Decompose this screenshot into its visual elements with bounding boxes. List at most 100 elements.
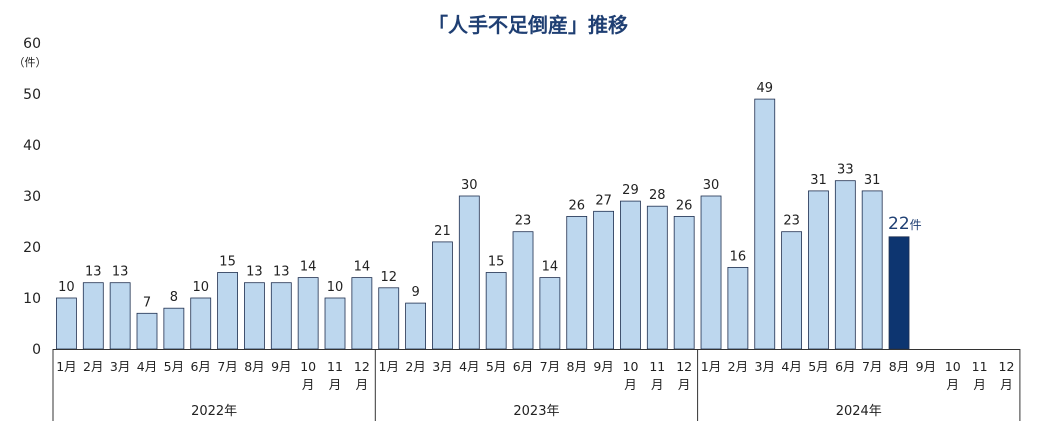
x-tick-label-suffix: 月 xyxy=(624,377,637,392)
x-tick-label: 10 xyxy=(623,359,639,374)
x-tick-label-suffix: 月 xyxy=(1000,377,1013,392)
data-label: 10 xyxy=(327,280,344,295)
data-label: 31 xyxy=(810,173,827,188)
x-tick-label: 4月 xyxy=(137,359,157,374)
x-tick-label-suffix: 月 xyxy=(973,377,986,392)
x-tick-label: 10 xyxy=(300,359,316,374)
y-tick-label: 0 xyxy=(32,342,41,358)
x-tick-label-suffix: 月 xyxy=(329,377,342,392)
x-tick-label: 6月 xyxy=(513,359,533,374)
bar xyxy=(297,277,319,350)
bar xyxy=(727,266,749,350)
data-label: 13 xyxy=(273,265,290,280)
bar xyxy=(163,307,185,350)
data-label: 7 xyxy=(143,295,151,310)
bar xyxy=(109,282,131,350)
bar xyxy=(620,200,641,350)
x-tick-label: 9月 xyxy=(916,359,936,374)
data-label: 30 xyxy=(461,178,478,193)
data-label: 31 xyxy=(864,173,881,188)
x-tick-label: 4月 xyxy=(781,359,801,374)
data-label: 14 xyxy=(354,260,371,275)
data-label: 27 xyxy=(595,193,612,208)
bar xyxy=(190,297,212,350)
bar xyxy=(244,282,265,350)
x-tick-label-suffix: 月 xyxy=(302,377,315,392)
data-label: 33 xyxy=(837,163,854,178)
bar xyxy=(82,282,104,350)
bar xyxy=(432,241,453,350)
x-tick-label: 10 xyxy=(945,359,961,374)
x-tick-label-suffix: 月 xyxy=(651,377,664,392)
data-label: 12 xyxy=(380,270,397,285)
data-label: 23 xyxy=(515,214,532,229)
x-tick-label: 8月 xyxy=(889,359,909,374)
x-tick-label: 7月 xyxy=(540,359,560,374)
data-label: 21 xyxy=(434,224,451,239)
y-tick-label: 20 xyxy=(23,240,41,256)
data-label: 14 xyxy=(542,260,559,275)
x-tick-label: 2月 xyxy=(405,359,425,374)
x-tick-label-suffix: 月 xyxy=(946,377,959,392)
data-label: 23 xyxy=(783,214,800,229)
year-label: 2023年 xyxy=(513,404,559,419)
bar xyxy=(754,98,776,350)
data-label: 13 xyxy=(246,265,263,280)
chart-title: 「人手不足倒産」推移 xyxy=(428,13,628,37)
bar xyxy=(405,302,426,350)
y-tick-label: 10 xyxy=(23,291,41,307)
x-tick-label: 12 xyxy=(354,359,370,374)
bar xyxy=(56,297,77,350)
bar xyxy=(485,272,507,350)
bar xyxy=(378,287,400,350)
bar xyxy=(324,297,346,350)
y-tick-label: 50 xyxy=(23,87,41,103)
bar xyxy=(566,215,588,350)
bar xyxy=(834,180,856,350)
data-label: 13 xyxy=(112,265,129,280)
data-label: 15 xyxy=(488,255,505,270)
x-tick-label: 9月 xyxy=(271,359,291,374)
bar xyxy=(700,195,722,350)
bars: 10 13 13 7 8 10 15 13 13 14 10 14 12 9 21 30 15 23 14 26 27 2… xyxy=(56,81,922,350)
bar xyxy=(673,215,695,350)
bar xyxy=(136,312,158,350)
x-tick-label: 8月 xyxy=(567,359,587,374)
x-tick-label: 3月 xyxy=(110,359,130,374)
bar xyxy=(593,210,614,350)
x-tick-label: 7月 xyxy=(862,359,882,374)
data-label: 49 xyxy=(756,81,773,96)
x-tick-label: 5月 xyxy=(808,359,828,374)
y-tick-label: 60 xyxy=(23,36,41,52)
x-tick-label: 6月 xyxy=(835,359,855,374)
data-label: 16 xyxy=(730,249,747,264)
bar xyxy=(646,205,668,350)
data-label: 14 xyxy=(300,260,317,275)
x-tick-label-suffix: 月 xyxy=(356,377,369,392)
bar xyxy=(270,282,292,350)
bar xyxy=(351,277,373,350)
data-label: 26 xyxy=(568,198,585,213)
x-tick-label: 11 xyxy=(649,359,665,374)
bar xyxy=(539,277,561,350)
bar xyxy=(861,190,883,350)
x-tick-label: 4月 xyxy=(459,359,479,374)
x-tick-label: 12 xyxy=(999,359,1015,374)
data-label: 15 xyxy=(219,255,236,270)
x-tick-label: 11 xyxy=(972,359,988,374)
x-tick-label: 9月 xyxy=(593,359,613,374)
data-label: 13 xyxy=(85,265,102,280)
y-tick-label: 40 xyxy=(23,138,41,154)
x-tick-label: 11 xyxy=(327,359,343,374)
data-label: 30 xyxy=(703,178,720,193)
x-tick-label: 5月 xyxy=(164,359,184,374)
y-axis: 0 10 20 30 40 50 60 （件） xyxy=(14,36,47,358)
data-label: 28 xyxy=(649,188,666,203)
x-tick-label-suffix: 月 xyxy=(678,377,691,392)
x-tick-label: 7月 xyxy=(217,359,237,374)
x-tick-label: 2月 xyxy=(83,359,103,374)
x-tick-label: 3月 xyxy=(755,359,775,374)
bar xyxy=(781,231,803,350)
x-tick-label: 12 xyxy=(676,359,692,374)
